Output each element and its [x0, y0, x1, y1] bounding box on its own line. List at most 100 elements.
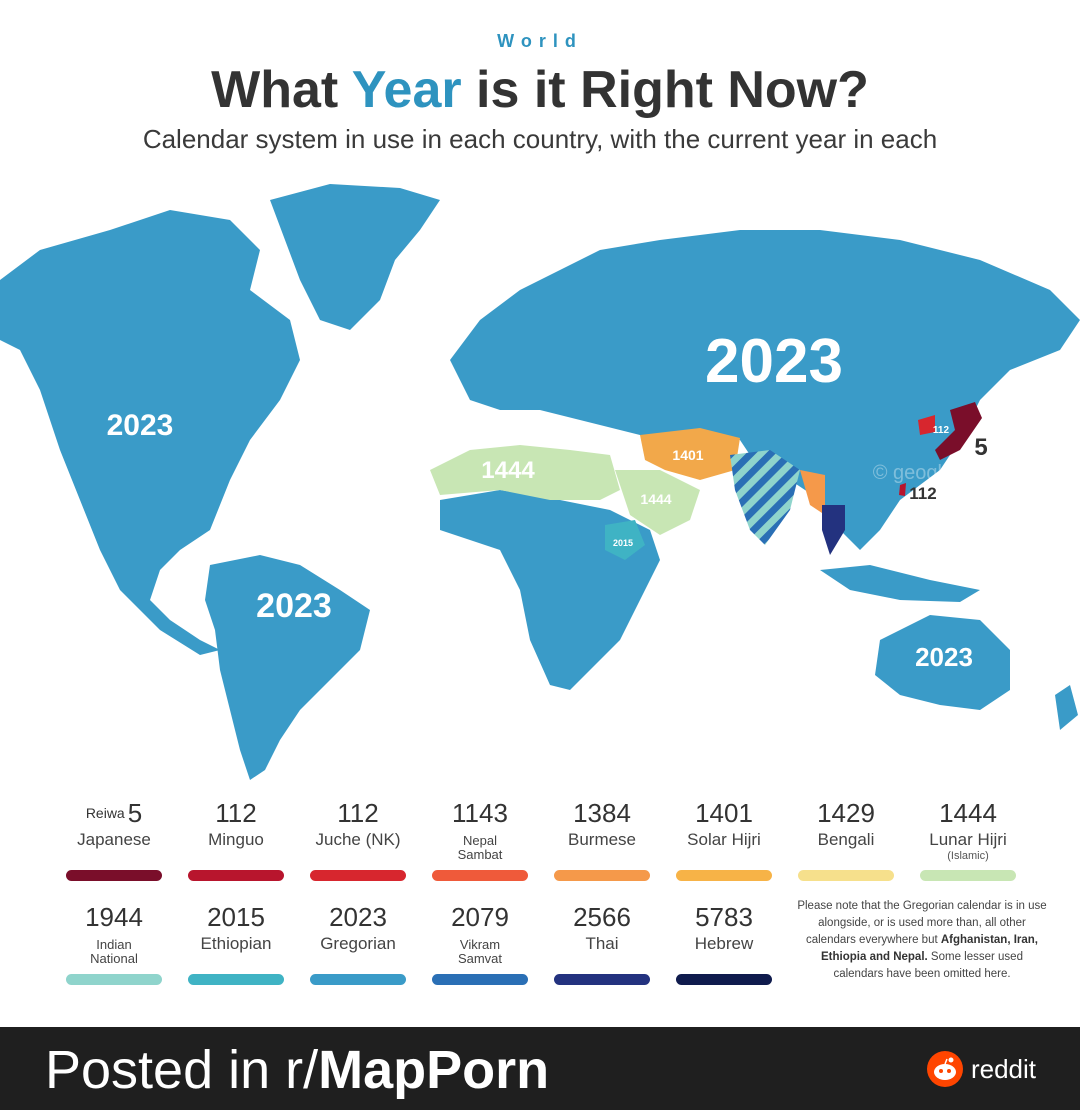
- subreddit-name: MapPorn: [318, 1040, 550, 1100]
- legend-calendar-name: Burmese: [567, 830, 637, 849]
- legend-color-swatch: [554, 974, 650, 985]
- legend-year: 1401: [670, 798, 778, 829]
- region-north-africa: [430, 445, 620, 500]
- legend-year-value: 2023: [329, 902, 387, 932]
- subtitle: Calendar system in use in each country, …: [142, 124, 938, 154]
- legend-calendar-name: Vikram Samvat: [457, 937, 503, 966]
- legend-year: 1444: [914, 798, 1022, 829]
- world-map-svg: 2023 2023 2023 2023 1444 1444 1401 2015 …: [0, 184, 1080, 780]
- title-accent: Year: [351, 61, 462, 119]
- legend-item: 112 Juche (NK): [304, 796, 412, 896]
- label-north-africa: 1444: [481, 457, 535, 484]
- label-iran: 1401: [672, 447, 703, 463]
- region-taiwan: [899, 483, 906, 496]
- legend-year: 1143: [426, 798, 534, 829]
- region-japan: [935, 402, 982, 460]
- legend-year-value: 1444: [939, 798, 997, 828]
- legend-calendar-name: Gregorian: [320, 934, 396, 953]
- region-new-zealand: [1055, 685, 1078, 730]
- reddit-brand[interactable]: reddit: [926, 1051, 1036, 1087]
- legend-year: 112: [304, 798, 412, 829]
- title-pre: What: [211, 61, 352, 119]
- legend-year: 2566: [548, 902, 656, 933]
- footer-bar: Posted in r/MapPorn reddit: [0, 1027, 1080, 1110]
- legend-calendar-name: Hebrew: [694, 934, 754, 953]
- legend-calendar-name: Nepal Sambat: [457, 833, 503, 862]
- legend-color-swatch: [66, 974, 162, 985]
- reddit-alien-icon: [926, 1051, 963, 1087]
- region-eurasia: [450, 230, 1080, 550]
- legend-color-swatch: [920, 870, 1016, 881]
- legend-year-value: 1944: [85, 902, 143, 932]
- legend-calendar-name: Ethiopian: [200, 934, 272, 953]
- posted-in[interactable]: Posted in r/MapPorn: [45, 1039, 549, 1101]
- legend-year-value: 1143: [452, 798, 508, 828]
- legend-year-value: 2566: [573, 902, 631, 932]
- region-indonesia: [820, 565, 980, 602]
- legend-color-swatch: [676, 870, 772, 881]
- page-title: What Year is it Right Now?: [0, 60, 1080, 120]
- region-iran: [640, 428, 740, 480]
- legend-item: 2023 Gregorian: [304, 900, 412, 1000]
- label-north-america: 2023: [107, 409, 174, 442]
- legend-color-swatch: [554, 870, 650, 881]
- legend-year-value: 5783: [695, 902, 753, 932]
- legend-year: 1944: [60, 902, 168, 933]
- region-myanmar: [800, 470, 825, 515]
- legend-item: 1444 Lunar Hijri (Islamic): [914, 796, 1022, 896]
- label-eurasia: 2023: [705, 327, 843, 396]
- legend-color-swatch: [310, 974, 406, 985]
- legend-year-value: 112: [337, 798, 379, 828]
- region-north-korea: [918, 415, 935, 435]
- region-ethiopia: [605, 520, 645, 560]
- legend-color-swatch: [676, 974, 772, 985]
- legend-item: 2079 Vikram Samvat: [426, 900, 534, 1000]
- legend-color-swatch: [432, 974, 528, 985]
- region-australia: [875, 615, 1010, 710]
- map-watermark: © geoglobal MMXXIII: [872, 462, 1062, 484]
- legend-calendar-name: Indian National: [90, 937, 138, 966]
- legend-era-prefix: Reiwa: [85, 805, 125, 821]
- legend-item: 1401 Solar Hijri: [670, 796, 778, 896]
- legend-year-value: 1429: [817, 798, 875, 828]
- legend-color-swatch: [798, 870, 894, 881]
- region-greenland: [270, 184, 440, 330]
- legend-color-swatch: [310, 870, 406, 881]
- legend-year-value: 5: [127, 798, 143, 828]
- world-map: 2023 2023 2023 2023 1444 1444 1401 2015 …: [0, 170, 1080, 790]
- legend-calendar-name: Lunar Hijri: [929, 830, 1007, 849]
- label-arabia: 1444: [640, 491, 671, 507]
- legend-year: 2015: [182, 902, 290, 933]
- legend-row-2: 1944 Indian National 2015 Ethiopian 2023 Greg…: [60, 900, 1020, 1010]
- legend-item: 5783 Hebrew: [670, 900, 778, 1000]
- legend-color-swatch: [188, 974, 284, 985]
- title-post: is it Right Now?: [461, 61, 869, 119]
- legend-item: 112 Minguo: [182, 796, 290, 896]
- legend-note: Please note that the Gregorian calendar …: [796, 898, 1048, 983]
- legend-calendar-sub: (Islamic): [947, 850, 989, 862]
- posted-pre: Posted in r/: [45, 1040, 319, 1100]
- legend-calendar-name: Solar Hijri: [687, 830, 761, 849]
- legend-year: 2023: [304, 902, 412, 933]
- legend-year: 1384: [548, 798, 656, 829]
- legend-calendar-name: Japanese: [77, 830, 151, 849]
- legend-year-value: 2079: [451, 902, 509, 932]
- legend-year: 112: [182, 798, 290, 829]
- region-north-america: [0, 210, 300, 655]
- legend-year: 1429: [792, 798, 900, 829]
- legend-item: 1944 Indian National: [60, 900, 168, 1000]
- region-africa: [440, 490, 660, 690]
- note-post: Some lesser used calendars have been omi…: [833, 951, 1023, 980]
- legend-color-swatch: [66, 870, 162, 881]
- kicker: World: [497, 31, 583, 51]
- legend-year-value: 2015: [207, 902, 265, 932]
- reddit-wordmark: reddit: [970, 1053, 1036, 1084]
- label-korea: 112: [933, 425, 950, 436]
- legend-item: 1429 Bengali: [792, 796, 900, 896]
- legend-year: 2079: [426, 902, 534, 933]
- label-japan: 5: [974, 434, 987, 461]
- region-india: [730, 450, 800, 545]
- region-south-america: [205, 555, 370, 780]
- legend-color-swatch: [432, 870, 528, 881]
- legend-year-value: 1401: [695, 798, 753, 828]
